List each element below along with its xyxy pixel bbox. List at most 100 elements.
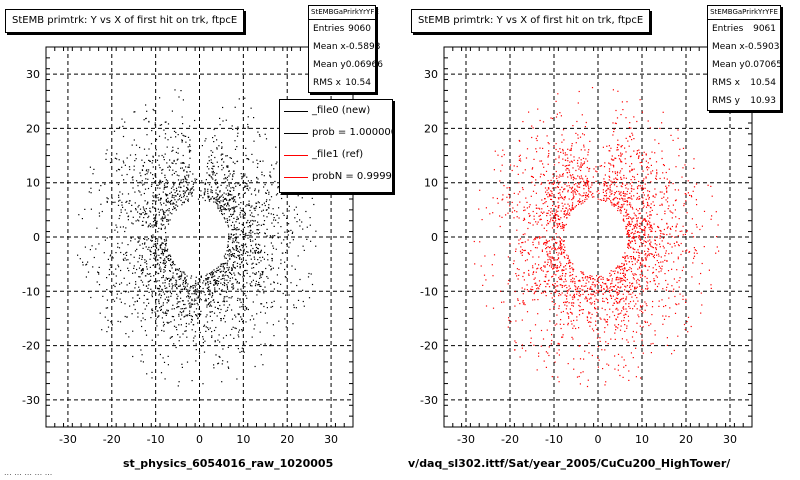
data-point	[311, 283, 314, 286]
data-point	[217, 269, 219, 271]
data-point	[188, 193, 190, 195]
data-point	[265, 200, 267, 203]
data-point	[232, 221, 234, 223]
data-point	[272, 324, 274, 326]
data-point	[183, 135, 185, 137]
data-point	[182, 99, 184, 101]
data-point	[630, 179, 632, 181]
data-point	[554, 324, 556, 326]
data-point	[233, 287, 235, 289]
data-point	[178, 315, 180, 317]
data-point	[233, 249, 235, 251]
data-point	[634, 286, 636, 288]
data-point	[180, 167, 182, 169]
data-point	[611, 278, 613, 280]
data-point	[546, 283, 548, 285]
data-point	[575, 275, 577, 278]
data-point	[610, 295, 612, 297]
data-point	[158, 214, 160, 216]
data-point	[142, 220, 144, 222]
data-point	[551, 248, 553, 250]
data-point	[178, 306, 180, 308]
data-point	[167, 248, 169, 250]
data-point	[636, 282, 638, 284]
data-point	[553, 194, 555, 196]
data-point	[238, 257, 240, 259]
data-point	[620, 178, 622, 180]
data-point	[214, 156, 216, 159]
data-point	[154, 122, 156, 124]
data-point	[618, 158, 621, 160]
data-point	[530, 342, 532, 344]
data-point	[523, 302, 525, 304]
data-point	[583, 144, 585, 146]
data-point	[196, 290, 198, 292]
data-point	[626, 190, 628, 193]
data-point	[146, 203, 148, 205]
data-point	[185, 190, 187, 192]
data-point	[153, 200, 155, 202]
data-point	[166, 291, 168, 293]
data-point	[172, 264, 174, 266]
legend-line	[284, 133, 308, 134]
data-point	[308, 297, 311, 299]
data-point	[161, 317, 163, 319]
data-point	[550, 292, 552, 294]
data-point	[654, 289, 656, 291]
data-point	[629, 301, 632, 303]
data-point	[548, 247, 551, 249]
data-point	[233, 206, 235, 208]
data-point	[190, 304, 192, 306]
data-point	[677, 129, 679, 131]
data-point	[110, 321, 112, 323]
data-point	[617, 297, 619, 300]
data-point	[531, 168, 533, 170]
data-point	[562, 175, 564, 177]
data-point	[134, 154, 137, 156]
data-point	[640, 228, 643, 230]
data-point	[613, 198, 615, 200]
data-point	[591, 328, 594, 330]
data-point	[651, 314, 653, 316]
data-point	[581, 177, 583, 179]
data-point	[618, 313, 620, 315]
data-point	[221, 275, 224, 277]
data-point	[543, 242, 545, 244]
data-point	[238, 251, 241, 253]
data-point	[229, 272, 231, 274]
data-point	[572, 280, 574, 282]
data-point	[182, 308, 184, 310]
data-point	[224, 181, 227, 183]
data-point	[544, 265, 546, 267]
data-point	[229, 277, 231, 279]
data-point	[246, 251, 248, 253]
data-point	[227, 275, 229, 277]
data-point	[222, 167, 224, 169]
data-point	[227, 166, 229, 168]
data-point	[228, 216, 230, 218]
data-point	[186, 195, 188, 198]
data-point	[648, 254, 650, 257]
data-point	[239, 306, 241, 308]
data-point	[264, 204, 266, 207]
data-point	[550, 179, 552, 181]
data-point	[157, 287, 159, 289]
data-point	[228, 237, 230, 239]
data-point	[248, 204, 251, 207]
data-point	[550, 260, 552, 262]
data-point	[232, 247, 234, 249]
data-point	[573, 207, 575, 209]
data-point	[148, 284, 150, 286]
data-point	[634, 223, 636, 226]
data-point	[630, 197, 632, 199]
data-point	[163, 185, 166, 187]
data-point	[604, 309, 606, 311]
data-point	[642, 326, 644, 328]
data-point	[692, 236, 695, 238]
data-point	[684, 233, 686, 235]
data-point	[551, 239, 553, 241]
data-point	[517, 298, 519, 300]
data-point	[554, 248, 556, 250]
data-point	[656, 244, 658, 246]
data-point	[646, 254, 648, 256]
